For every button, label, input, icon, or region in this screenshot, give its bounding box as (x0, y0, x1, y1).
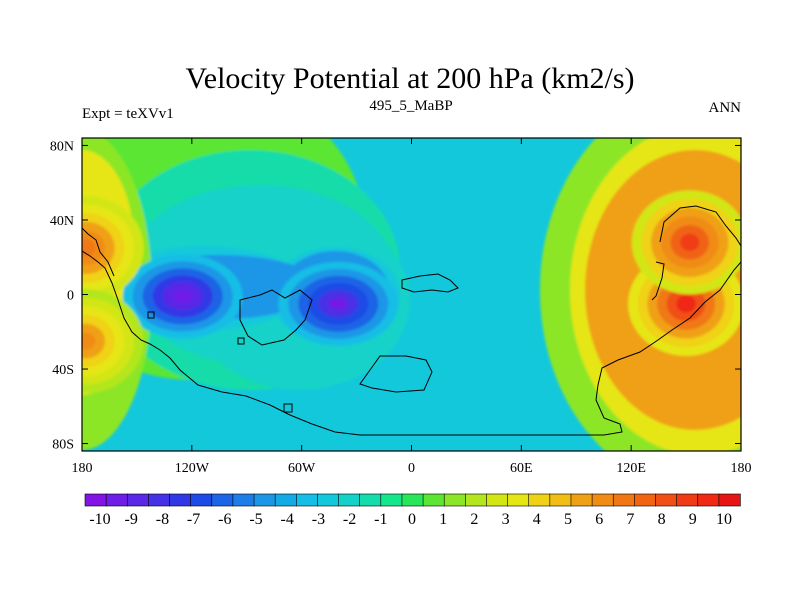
x-tick-label-1: 120W (175, 461, 210, 476)
colorbar-label-15: 5 (564, 511, 572, 528)
colorbar-label-10: 0 (408, 511, 416, 528)
colorbar-swatch-23 (570, 493, 593, 507)
colorbar-swatch-9 (274, 493, 297, 507)
colorbar-swatch-21 (528, 493, 551, 507)
x-tick-label-5: 120E (616, 461, 646, 476)
y-tick-label-0: 80N (50, 139, 74, 154)
central-ridge-coastline (239, 289, 313, 346)
colorbar-swatch-16 (422, 493, 445, 507)
colorbar-label-5: -5 (249, 511, 262, 528)
colorbar-swatch-27 (655, 493, 678, 507)
field-layers (82, 138, 741, 451)
x-tick-label-3: 0 (408, 461, 415, 476)
subtitle-left: Expt = teXVv1 (82, 106, 174, 122)
colorbar-swatch-12 (338, 493, 361, 507)
colorbar-label-20: 10 (716, 511, 732, 528)
subtitle-right: ANN (709, 100, 742, 116)
colorbar-swatch-11 (317, 493, 340, 507)
colorbar-label-4: -6 (218, 511, 231, 528)
colorbar-swatch-6 (211, 493, 234, 507)
colorbar-swatch-28 (676, 493, 699, 507)
field-core-3-5 (680, 233, 700, 251)
x-tick-label-0: 180 (72, 461, 93, 476)
colorbar-label-17: 7 (626, 511, 634, 528)
colorbar-swatch-20 (507, 493, 530, 507)
colorbar-label-16: 6 (595, 511, 603, 528)
north-pacific-coastline (82, 227, 115, 277)
colorbar-label-9: -1 (374, 511, 387, 528)
subtitle-center: 495_5_MaBP (369, 98, 452, 114)
axis-ticks: 180 120W 60W 0 60E 120E 180 80N 40N 0 40S 80S (50, 138, 752, 476)
colorbar-label-0: -10 (89, 511, 110, 528)
colorbar-swatch-0 (84, 493, 107, 507)
colorbar-swatch-7 (232, 493, 255, 507)
colorbar-swatch-5 (190, 493, 213, 507)
colorbar-swatch-26 (634, 493, 657, 507)
x-tick-label-6: 180 (731, 461, 752, 476)
y-tick-label-1: 40N (50, 214, 74, 229)
colorbar-label-8: -2 (343, 511, 356, 528)
island-east-africa (401, 273, 459, 293)
colorbar-swatch-14 (380, 493, 403, 507)
colorbar-swatch-24 (591, 493, 614, 507)
field-core-5-5 (82, 332, 96, 350)
colorbar-swatch-22 (549, 493, 572, 507)
colorbar-swatch-17 (443, 493, 467, 507)
field-core-0-5 (172, 289, 193, 304)
colorbar-swatch-13 (359, 493, 382, 507)
colorbar-label-11: 1 (439, 511, 447, 528)
colorbar-swatch-10 (295, 493, 319, 507)
colorbar-label-7: -3 (312, 511, 325, 528)
island-small-3 (283, 403, 293, 413)
colorbar-swatch-19 (486, 493, 509, 507)
colorbar-label-19: 9 (689, 511, 697, 528)
y-tick-label-3: 40S (52, 363, 74, 378)
colorbar-swatch-18 (465, 493, 488, 507)
field-core-2-5 (676, 295, 696, 313)
colorbar-swatch-4 (169, 493, 192, 507)
island-small-2 (237, 337, 245, 345)
field-core-1-5 (328, 296, 349, 311)
south-america-coastline (82, 250, 741, 436)
x-tick-label-4: 60E (510, 461, 533, 476)
asia-inner-coastline (651, 261, 665, 301)
colorbar-swatch-8 (253, 493, 276, 507)
island-south-atlantic (359, 355, 433, 393)
y-tick-label-4: 80S (52, 438, 74, 453)
chart-title: Velocity Potential at 200 hPa (km2/s) (185, 62, 634, 95)
colorbar: -10 -9 -8 -7 -6 -5 -4 -3 -2 -1 0 1 2 3 4 5 6 7 8 9 10 (84, 493, 741, 528)
contour-field (82, 138, 741, 451)
colorbar-label-12: 2 (470, 511, 478, 528)
field-core-4-5 (82, 239, 96, 257)
colorbar-swatch-3 (148, 493, 171, 507)
colorbar-swatch-30 (718, 493, 741, 507)
y-tick-label-2: 0 (67, 289, 74, 304)
colorbar-label-18: 8 (658, 511, 666, 528)
colorbar-label-1: -9 (125, 511, 138, 528)
colorbar-swatch-2 (126, 493, 150, 507)
colorbar-label-14: 4 (533, 511, 541, 528)
colorbar-label-2: -8 (156, 511, 169, 528)
coastlines (82, 205, 741, 436)
asia-coastline (659, 205, 741, 247)
colorbar-swatch-15 (401, 493, 424, 507)
colorbar-swatch-25 (612, 493, 636, 507)
colorbar-label-6: -4 (281, 511, 294, 528)
colorbar-swatch-1 (105, 493, 128, 507)
island-small-1 (147, 311, 155, 319)
colorbar-label-3: -7 (187, 511, 200, 528)
colorbar-swatch-29 (697, 493, 720, 507)
x-tick-label-2: 60W (288, 461, 316, 476)
colorbar-label-13: 3 (502, 511, 510, 528)
